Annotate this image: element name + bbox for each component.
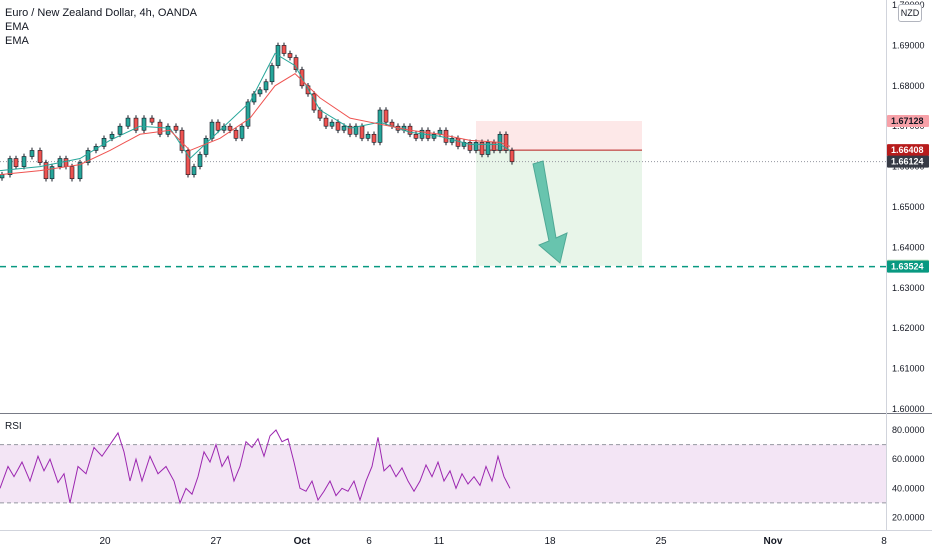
candle-body bbox=[503, 133, 509, 151]
candle-body bbox=[281, 45, 287, 54]
rsi-indicator-label[interactable]: RSI bbox=[5, 421, 22, 432]
candle-body bbox=[85, 150, 91, 163]
price-tick-label: 1.61000 bbox=[892, 364, 925, 374]
rsi-line bbox=[0, 429, 511, 505]
candle-body bbox=[125, 117, 131, 127]
candle-body bbox=[29, 150, 35, 157]
candle-body bbox=[203, 138, 209, 155]
price-tag bbox=[887, 115, 929, 128]
candle-body bbox=[233, 129, 239, 139]
price-tag bbox=[887, 260, 929, 273]
candle-body bbox=[329, 121, 335, 127]
time-tick-label: Nov bbox=[764, 536, 783, 547]
price-tag-label: 1.63524 bbox=[891, 262, 924, 272]
rsi-tick-label: 80.0000 bbox=[892, 425, 925, 435]
candle-body bbox=[509, 150, 515, 163]
candle-body bbox=[491, 142, 497, 151]
symbol-title[interactable]: Euro / New Zealand Dollar, 4h, OANDA bbox=[5, 7, 197, 19]
ema-indicator-label-1[interactable]: EMA bbox=[5, 21, 29, 33]
time-tick-label: 18 bbox=[544, 536, 556, 547]
candle-body bbox=[117, 125, 123, 135]
candle-body bbox=[185, 150, 191, 175]
price-tag bbox=[887, 155, 929, 168]
candle-body bbox=[77, 162, 83, 180]
candle-body bbox=[293, 57, 299, 70]
candle-body bbox=[431, 133, 437, 139]
candle-body bbox=[13, 158, 19, 167]
candle-body bbox=[7, 158, 13, 175]
candle-body bbox=[323, 117, 329, 127]
time-tick-label: 25 bbox=[655, 536, 667, 547]
candle-body bbox=[215, 121, 221, 131]
rsi-tick-label: 20.0000 bbox=[892, 513, 925, 523]
currency-badge[interactable]: NZD bbox=[898, 4, 922, 22]
candle-body bbox=[149, 117, 155, 123]
price-tick-label: 1.60000 bbox=[892, 404, 925, 414]
candle-body bbox=[353, 125, 359, 135]
price-tag bbox=[887, 144, 929, 157]
price-tick-label: 1.62000 bbox=[892, 323, 925, 333]
candle-body bbox=[0, 174, 5, 179]
candle-body bbox=[347, 125, 353, 135]
candle-body bbox=[191, 166, 197, 175]
time-tick-label: 8 bbox=[881, 536, 887, 547]
time-tick-label: 6 bbox=[366, 536, 372, 547]
candle-body bbox=[173, 125, 179, 131]
candle-body bbox=[479, 142, 485, 155]
ema-indicator-label-2[interactable]: EMA bbox=[5, 35, 29, 47]
candle-body bbox=[49, 166, 55, 180]
candle-body bbox=[269, 65, 275, 83]
candle-body bbox=[413, 133, 419, 139]
candle-body bbox=[63, 158, 69, 167]
candle-body bbox=[467, 142, 473, 151]
forecast-arrow bbox=[532, 160, 568, 264]
candle-body bbox=[383, 109, 389, 123]
time-tick-label: 27 bbox=[210, 536, 222, 547]
candle-body bbox=[371, 133, 377, 143]
candle-body bbox=[37, 150, 43, 163]
price-tick-label: 1.68000 bbox=[892, 81, 925, 91]
rsi-tick-label: 40.0000 bbox=[892, 483, 925, 493]
price-tick-label: 1.65000 bbox=[892, 202, 925, 212]
candle-body bbox=[263, 81, 269, 91]
stop-loss-zone bbox=[476, 121, 642, 151]
candle-body bbox=[473, 142, 479, 151]
price-tag-label: 1.67128 bbox=[891, 116, 924, 126]
price-tick-label: 1.64000 bbox=[892, 242, 925, 252]
candle-body bbox=[257, 89, 263, 95]
time-tick-label: 20 bbox=[99, 536, 111, 547]
price-tick-label: 1.63000 bbox=[892, 283, 925, 293]
candle-body bbox=[245, 101, 251, 127]
candle-body bbox=[287, 53, 293, 58]
candle-body bbox=[485, 142, 491, 155]
candle-body bbox=[443, 129, 449, 143]
price-tick-label: 1.69000 bbox=[892, 40, 925, 50]
candle-body bbox=[239, 125, 245, 139]
chart-legend: Euro / New Zealand Dollar, 4h, OANDA EMA… bbox=[5, 6, 197, 48]
candle-body bbox=[341, 125, 347, 131]
candle-body bbox=[365, 133, 371, 139]
time-tick-label: Oct bbox=[294, 536, 311, 547]
time-tick-label: 11 bbox=[434, 536, 445, 547]
rsi-tick-label: 60.0000 bbox=[892, 454, 925, 464]
candle-body bbox=[455, 138, 461, 147]
candle-body bbox=[157, 121, 163, 135]
ema-fast-line bbox=[0, 52, 511, 172]
candle-body bbox=[227, 125, 233, 131]
price-tag-label: 1.66408 bbox=[891, 145, 924, 155]
candle-body bbox=[109, 133, 115, 139]
candle-body bbox=[69, 166, 75, 180]
candle-body bbox=[21, 156, 27, 167]
price-tag-label: 1.66124 bbox=[891, 157, 924, 167]
candle-body bbox=[133, 117, 139, 131]
candle-body bbox=[335, 121, 341, 131]
ema-slow-line bbox=[0, 73, 511, 176]
rsi-band bbox=[0, 444, 886, 503]
candle-body bbox=[197, 154, 203, 167]
candle-body bbox=[141, 117, 147, 131]
candle-body bbox=[377, 109, 383, 143]
candle-body bbox=[43, 162, 49, 180]
candle-body bbox=[359, 125, 365, 139]
